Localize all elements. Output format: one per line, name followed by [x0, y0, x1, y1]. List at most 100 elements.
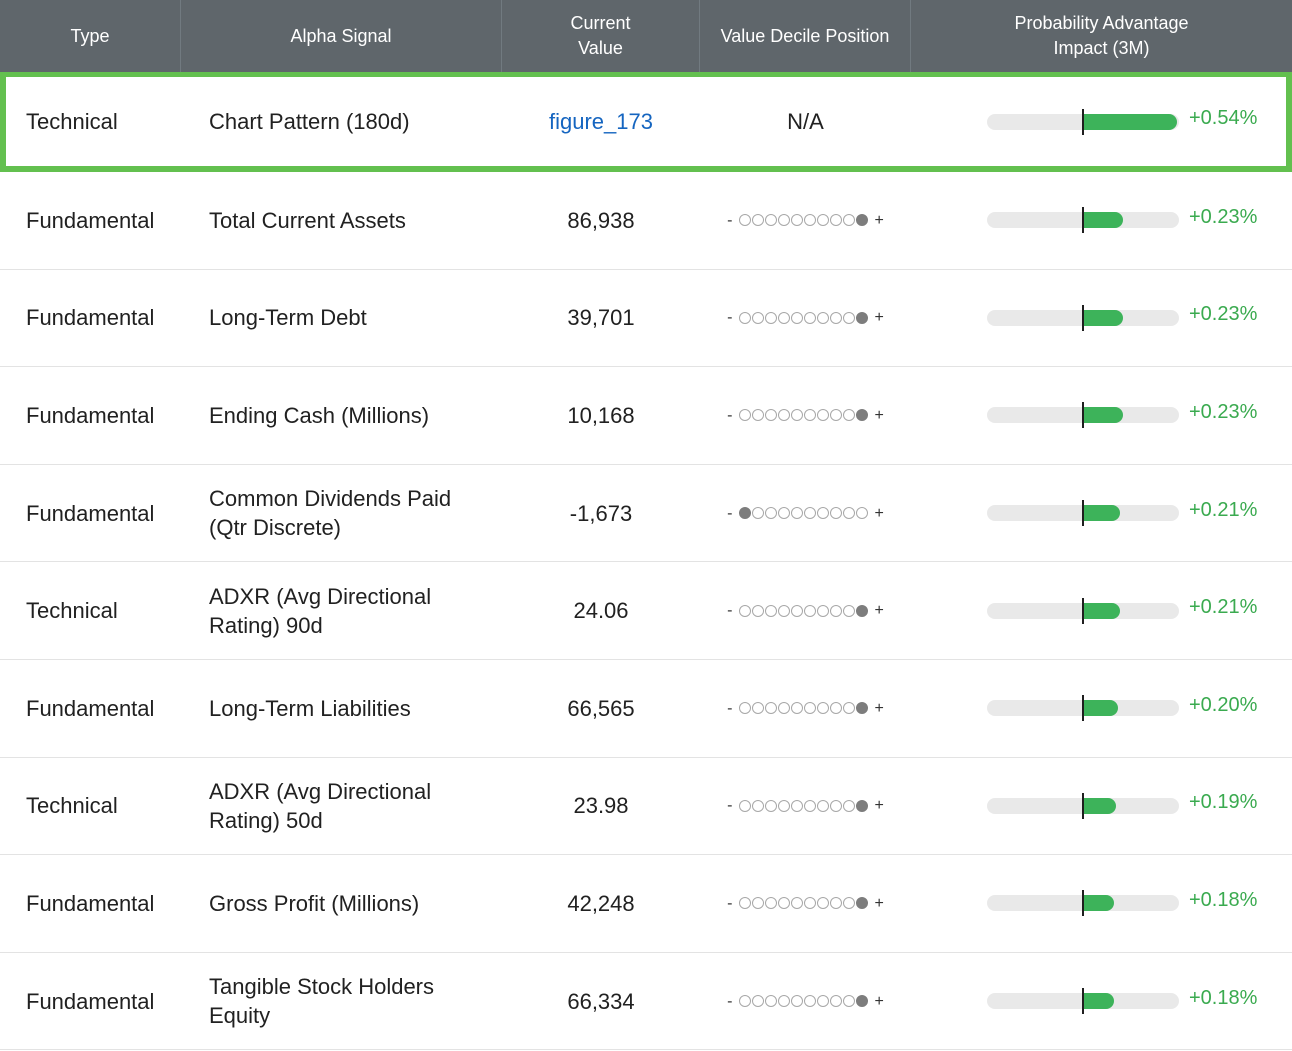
decile-plus-sign: +: [874, 894, 884, 912]
impact-indicator: +0.23%: [987, 206, 1257, 235]
decile-position: - +: [700, 367, 911, 464]
signal-name: ADXR (Avg Directional Rating) 90d: [181, 562, 502, 659]
decile-minus-sign: -: [727, 309, 733, 327]
column-header-current-label: Current Value: [570, 11, 630, 61]
decile-dot: [829, 604, 842, 617]
decile-dot: [751, 702, 764, 715]
column-header-decile[interactable]: Value Decile Position: [700, 0, 911, 72]
decile-dot: [738, 799, 751, 812]
decile-dot: [829, 702, 842, 715]
column-header-type[interactable]: Type: [0, 0, 181, 72]
decile-dot: [790, 214, 803, 227]
signal-name: Gross Profit (Millions): [181, 855, 502, 952]
decile-plus-sign: +: [874, 797, 884, 815]
current-value: 23.98: [502, 758, 700, 855]
decile-position: - +: [700, 953, 911, 1050]
decile-dot: [777, 604, 790, 617]
decile-indicator: - +: [721, 303, 890, 332]
decile-dot: [738, 604, 751, 617]
current-value: -1,673: [502, 465, 700, 562]
impact-percent: +0.18%: [1189, 888, 1258, 911]
decile-dots: [738, 409, 868, 422]
column-header-probability[interactable]: Probability Advantage Impact (3M): [911, 0, 1292, 72]
decile-dot: [829, 897, 842, 910]
decile-indicator: - +: [721, 694, 890, 723]
table-row[interactable]: Fundamental Gross Profit (Millions) 42,248…: [0, 855, 1292, 953]
signal-name-text: Common Dividends Paid (Qtr Discrete): [209, 486, 452, 541]
decile-dot: [790, 897, 803, 910]
decile-dot: [842, 409, 855, 422]
table-row[interactable]: Fundamental Total Current Assets 86,938- + +…: [0, 172, 1292, 270]
impact-indicator: +0.23%: [987, 303, 1257, 332]
decile-dot-active: [855, 897, 868, 910]
current-value-link[interactable]: figure_173: [549, 109, 653, 134]
decile-dot: [738, 995, 751, 1008]
signal-type-text: Fundamental: [26, 500, 155, 526]
current-value: 24.06: [502, 562, 700, 659]
decile-plus-sign: +: [874, 602, 884, 620]
table-row[interactable]: Technical ADXR (Avg Directional Rating) 5…: [0, 758, 1292, 856]
decile-dots: [738, 604, 868, 617]
impact-bar-zero-line: [1082, 695, 1084, 722]
signal-name: Common Dividends Paid (Qtr Discrete): [181, 465, 502, 562]
decile-position: - +: [700, 660, 911, 757]
signal-type-text: Fundamental: [26, 402, 155, 428]
table-row[interactable]: Fundamental Ending Cash (Millions) 10,168 -…: [0, 367, 1292, 465]
decile-position: - +: [700, 758, 911, 855]
decile-dot: [842, 702, 855, 715]
impact-bar-zero-line: [1082, 304, 1084, 331]
impact-bar: [987, 988, 1179, 1015]
impact-bar: [987, 597, 1179, 624]
decile-dot: [816, 995, 829, 1008]
decile-dot: [738, 214, 751, 227]
probability-impact: +0.20%: [911, 660, 1292, 757]
current-value-text: 42,248: [567, 890, 635, 916]
probability-impact: +0.19%: [911, 758, 1292, 855]
decile-minus-sign: -: [727, 406, 733, 424]
decile-indicator: - +: [721, 987, 890, 1016]
table-row[interactable]: Fundamental Tangible Stock Holders Equity…: [0, 953, 1292, 1051]
decile-plus-sign: +: [874, 309, 884, 327]
decile-dot: [803, 799, 816, 812]
impact-bar-fill: [1083, 700, 1118, 717]
decile-dot: [777, 995, 790, 1008]
decile-dot: [842, 799, 855, 812]
decile-plus-sign: +: [874, 211, 884, 229]
signal-type: Fundamental: [0, 465, 181, 562]
table-row[interactable]: Fundamental Long-Term Liabilities 66,565- +…: [0, 660, 1292, 758]
column-header-current-value[interactable]: Current Value: [502, 0, 700, 72]
impact-bar-zero-line: [1082, 402, 1084, 429]
signal-type: Fundamental: [0, 367, 181, 464]
decile-dot-active: [855, 995, 868, 1008]
signal-name-text: ADXR (Avg Directional Rating) 90d: [209, 583, 432, 638]
signal-type: Technical: [0, 758, 181, 855]
current-value: 86,938: [502, 172, 700, 269]
signal-type-text: Fundamental: [26, 207, 155, 233]
decile-minus-sign: -: [727, 699, 733, 717]
decile-dot: [816, 214, 829, 227]
decile-dot: [790, 311, 803, 324]
signal-name-text: Tangible Stock Holders Equity: [209, 974, 435, 1029]
table-row[interactable]: Technical ADXR (Avg Directional Rating) 9…: [0, 562, 1292, 660]
signal-type: Fundamental: [0, 953, 181, 1050]
column-header-alpha-signal[interactable]: Alpha Signal: [181, 0, 502, 72]
impact-bar-fill: [1083, 993, 1114, 1010]
decile-dot-active: [855, 799, 868, 812]
decile-plus-sign: +: [874, 504, 884, 522]
impact-percent: +0.54%: [1189, 107, 1258, 129]
decile-plus-sign: +: [874, 406, 884, 424]
current-value[interactable]: figure_173: [502, 77, 700, 166]
decile-dot: [829, 409, 842, 422]
signal-type-text: Technical: [26, 793, 118, 819]
table-row[interactable]: Fundamental Long-Term Debt 39,701- + +0.23%: [0, 270, 1292, 368]
decile-dot: [764, 995, 777, 1008]
current-value-text: 66,334: [567, 988, 635, 1014]
signal-name: Long-Term Liabilities: [181, 660, 502, 757]
impact-bar: [987, 108, 1179, 135]
decile-position: N/A: [700, 77, 911, 166]
decile-dot: [764, 409, 777, 422]
table-row[interactable]: Fundamental Common Dividends Paid (Qtr Di…: [0, 465, 1292, 563]
impact-indicator: +0.20%: [987, 694, 1257, 723]
table-row[interactable]: Technical Chart Pattern (180d) figure_173 N…: [0, 72, 1292, 172]
impact-bar: [987, 792, 1179, 819]
